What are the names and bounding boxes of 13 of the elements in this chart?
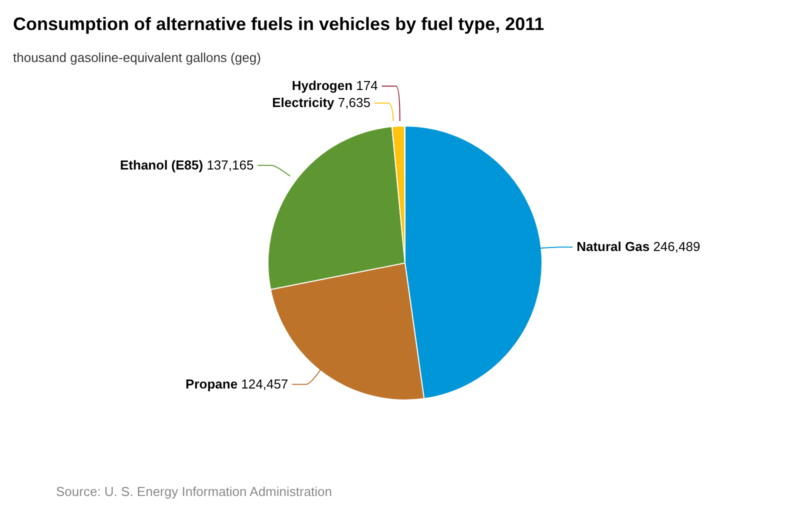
slice-label: Natural Gas (576, 239, 650, 254)
slice-label: Propane (186, 376, 238, 392)
data-label: 137,165 (203, 157, 254, 172)
source-note: Source: U. S. Energy Information Administration (56, 484, 332, 499)
data-label: 174 (352, 78, 378, 94)
data-label: 124,457 (238, 376, 288, 392)
slice-label: Electricity (272, 95, 336, 110)
chart-subtitle: thousand gasoline-equivalent gallons (geg) (13, 50, 261, 65)
slice-label: Ethanol (E85) (120, 157, 204, 172)
slice-label: Hydrogen (292, 78, 353, 94)
chart-title: Consumption of alternative fuels in vehicles by fuel type, 2011 (13, 14, 544, 35)
data-label: 7,635 (334, 95, 370, 110)
data-label: 246,489 (650, 239, 700, 254)
